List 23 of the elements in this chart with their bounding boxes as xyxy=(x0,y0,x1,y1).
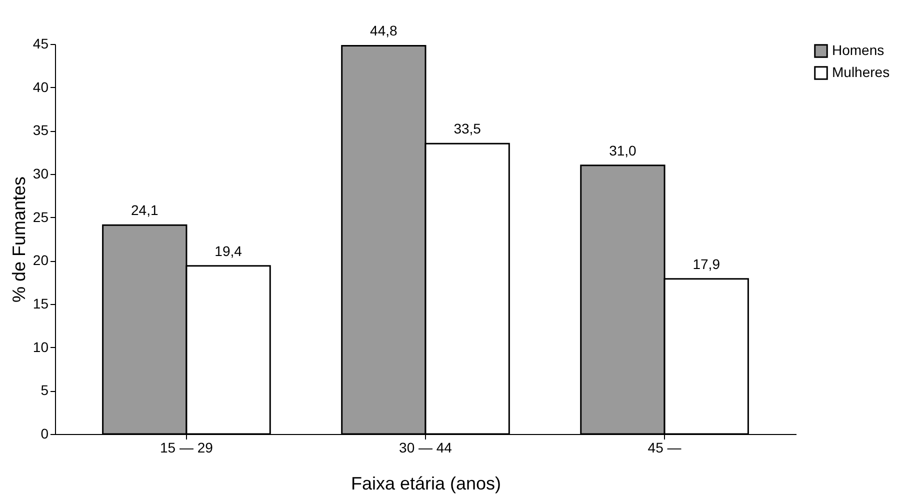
data-label: 31,0 xyxy=(609,142,637,158)
data-label: 33,5 xyxy=(454,120,482,137)
data-label: 24,1 xyxy=(131,202,158,218)
y-tick-label: 25 xyxy=(32,208,49,225)
x-axis-title: Faixa etária (anos) xyxy=(350,474,502,494)
data-label: 19,4 xyxy=(214,242,242,259)
y-tick-label: 0 xyxy=(40,426,49,442)
data-label: 44,8 xyxy=(370,22,398,39)
y-tick-label: 10 xyxy=(32,338,49,355)
y-tick-label: 45 xyxy=(32,36,49,52)
x-tick-label: 15 — 29 xyxy=(160,440,214,456)
x-tick-label: 30 — 44 xyxy=(399,440,452,456)
y-tick-label: 5 xyxy=(40,382,49,398)
y-tick-label: 15 xyxy=(32,296,49,312)
y-axis-title: % de Fumantes xyxy=(8,176,29,303)
y-tick-label: 30 xyxy=(32,166,49,182)
data-label: 17,9 xyxy=(692,256,720,272)
y-tick-label: 40 xyxy=(32,78,49,95)
legend-label: Mulheres xyxy=(832,64,890,80)
y-tick-label: 35 xyxy=(32,122,49,138)
x-tick-label: 45 — xyxy=(648,440,682,456)
legend-label: Homens xyxy=(832,42,884,58)
y-tick-label: 20 xyxy=(32,252,49,268)
